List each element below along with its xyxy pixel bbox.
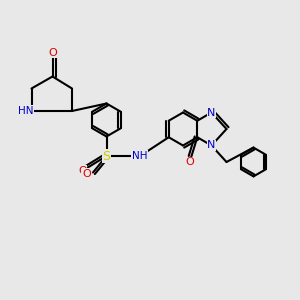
Text: HN: HN [18,106,34,116]
Text: N: N [207,107,216,118]
Text: NH: NH [132,151,148,161]
Text: O: O [82,169,91,179]
Text: S: S [103,149,110,163]
Text: N: N [207,140,216,151]
Text: O: O [48,47,57,58]
Text: O: O [185,157,194,167]
Text: O: O [78,166,87,176]
